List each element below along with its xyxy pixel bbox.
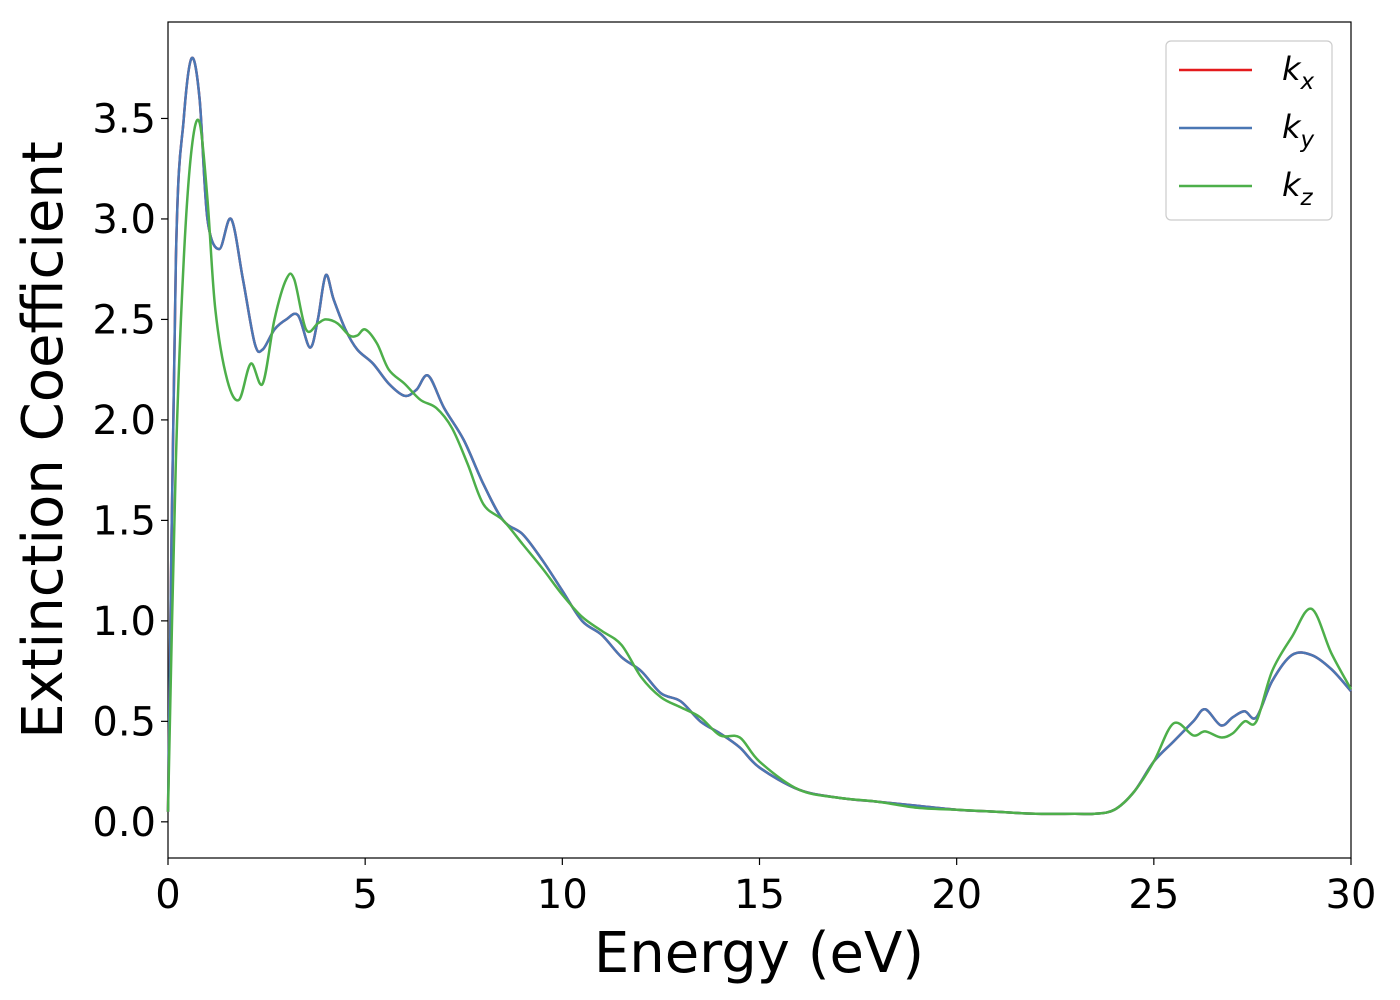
y-tick-label: 2.5: [92, 297, 156, 343]
x-tick-label: 10: [537, 872, 588, 918]
y-tick-label: 2.0: [92, 398, 156, 444]
y-tick-label: 0.0: [92, 800, 156, 846]
series-layer: [166, 56, 1353, 816]
y-tick-label: 1.0: [92, 599, 156, 645]
y-tick-label: 3.0: [92, 197, 156, 243]
y-tick-label: 0.5: [92, 699, 156, 745]
legend: kx ky kz: [1165, 40, 1333, 221]
x-tick-label: 30: [1326, 872, 1377, 918]
x-axis-title: Energy (eV): [594, 921, 924, 986]
x-tick-label: 5: [352, 872, 377, 918]
x-tick-label: 15: [734, 872, 785, 918]
series-line-ky: [166, 56, 1352, 816]
x-tick-label: 20: [931, 872, 982, 918]
legend-label-kx: kx: [1282, 50, 1315, 95]
legend-box: [1165, 40, 1333, 221]
legend-label-ky: ky: [1282, 108, 1315, 153]
legend-label-kz: kz: [1282, 166, 1314, 211]
x-axis-ticks: 0 5 10 15 20 25 30: [155, 858, 1376, 918]
series-line-kz: [166, 118, 1353, 816]
x-tick-label: 0: [155, 872, 180, 918]
y-axis-title: Extinction Coefficient: [11, 141, 76, 739]
y-tick-label: 3.5: [92, 96, 156, 142]
y-axis-ticks: 0.0 0.5 1.0 1.5 2.0 2.5 3.0 3.5: [92, 96, 168, 846]
y-tick-label: 1.5: [92, 498, 156, 544]
x-tick-label: 25: [1128, 872, 1179, 918]
